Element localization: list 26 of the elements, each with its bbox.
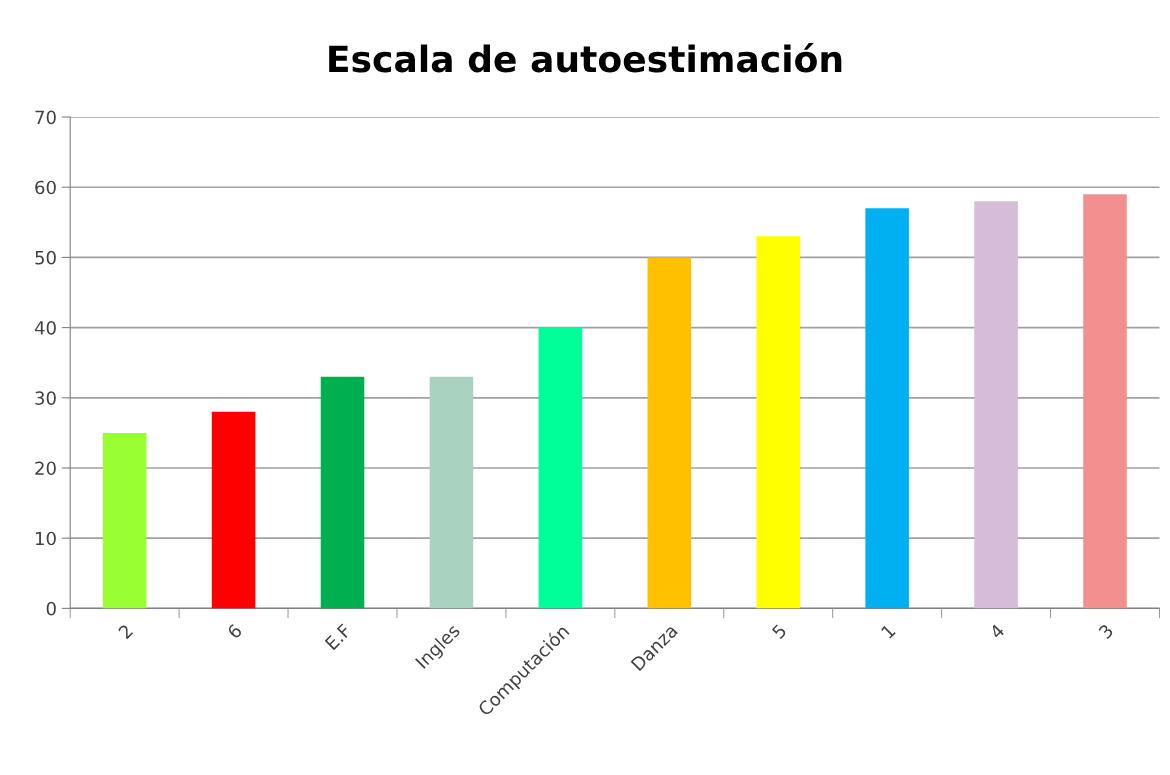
y-tick-label: 50: [35, 250, 56, 265]
bar: [756, 236, 801, 609]
x-tick-label: 1: [880, 623, 896, 639]
y-tick-label: 60: [35, 180, 56, 195]
bar: [538, 327, 583, 609]
y-tick-label: 30: [35, 391, 56, 405]
bar: [429, 376, 474, 609]
x-tick-label: E.F: [324, 623, 352, 651]
bar: [1083, 194, 1127, 609]
y-tick-label: 40: [34, 321, 56, 335]
y-tick-label: 70: [35, 110, 56, 125]
x-tick-label: 5: [771, 623, 787, 640]
chart-title: Escala de autoestimación: [329, 43, 842, 73]
x-tick-label: 2: [117, 623, 134, 640]
bar: [865, 208, 909, 609]
bar: [320, 376, 365, 609]
x-tick-label: 3: [1098, 623, 1114, 640]
bar: [647, 257, 692, 609]
x-tick-label: 6: [226, 623, 243, 640]
y-tick-label: 10: [36, 531, 56, 546]
y-tick-label: 20: [35, 461, 56, 476]
y-tick-label: 0: [46, 601, 56, 616]
x-tick-label: 4: [988, 623, 1006, 640]
bar: [102, 432, 147, 609]
bar: [974, 201, 1018, 609]
bar: [211, 411, 256, 609]
